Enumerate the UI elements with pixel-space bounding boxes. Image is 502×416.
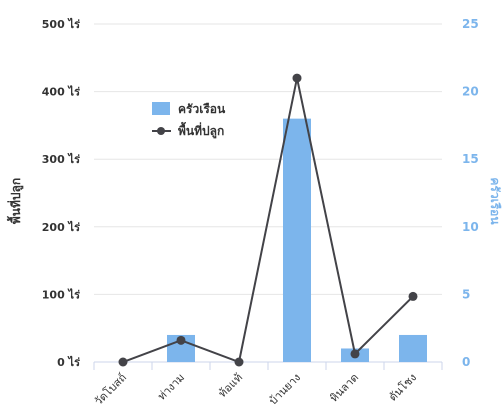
y-right-tick-label: 10 [462, 220, 479, 234]
bar-5[interactable] [399, 334, 427, 362]
y-left-tick-label: 300 ไร่ [42, 152, 80, 166]
y-right-axis-title: ครัวเรือน [488, 177, 502, 225]
x-tick-label: ดันโชง [386, 370, 420, 404]
legend-label-line: พื้นที่ปลูก [178, 121, 224, 139]
line-point-1[interactable] [176, 335, 186, 345]
y-left-tick-label: 200 ไร่ [42, 220, 80, 234]
y-left-axis-title: พื้นที่ปลูก [6, 178, 24, 224]
legend-label-bar: ครัวเรือน [178, 102, 226, 116]
legend-line-marker [157, 127, 165, 135]
y-right-tick-label: 5 [462, 287, 470, 301]
y-right-tick-label: 15 [462, 152, 479, 166]
x-tick-label: ท้อแท้ [216, 371, 245, 400]
line-point-0[interactable] [118, 357, 128, 367]
y-left-tick-label: 500 ไร่ [42, 17, 80, 31]
line-point-3[interactable] [292, 73, 302, 83]
line-point-2[interactable] [234, 357, 244, 367]
y-left-tick-label: 400 ไร่ [42, 85, 80, 99]
x-tick-label: วัดโบสถ์ [91, 370, 129, 408]
x-tick-label: หินลาด [327, 371, 361, 405]
line-series-path [122, 77, 414, 364]
y-left-tick-label: 0 ไร่ [57, 355, 80, 369]
y-left-tick-label: 100 ไร่ [42, 287, 80, 301]
y-right-tick-label: 25 [462, 17, 479, 31]
line-point-4[interactable] [350, 349, 360, 359]
y-right-tick-label: 0 [462, 355, 470, 369]
y-right-tick-label: 20 [462, 85, 479, 99]
legend-bar-swatch [152, 102, 170, 115]
x-tick-label: ท่างาม [155, 371, 187, 403]
bar-3[interactable] [283, 118, 311, 362]
line-point-5[interactable] [408, 291, 418, 301]
x-tick-label: บ้านยาง [267, 371, 304, 408]
